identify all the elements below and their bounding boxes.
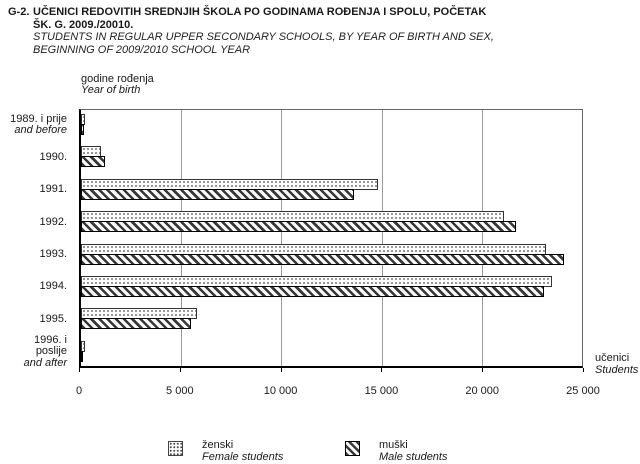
bar-female-1996 [81, 340, 85, 352]
bar-male-1993 [81, 253, 564, 265]
category-label-1996-hr: 1996. i poslije [33, 333, 67, 358]
legend-label-male-en: Male students [379, 450, 448, 463]
title-line-2: ŠK. G. 2009./20010. [33, 18, 134, 31]
category-label-1994: 1994. [0, 271, 73, 303]
bar-group-1995 [81, 308, 582, 330]
subtitle-line-1: STUDENTS IN REGULAR UPPER SECONDARY SCHO… [33, 31, 494, 43]
legend: ženski Female students muški Male studen… [0, 439, 640, 464]
y-axis-title-en: Year of birth [81, 84, 141, 96]
category-label-1994-hr: 1994. [39, 280, 67, 293]
x-tickmark-25000 [583, 368, 584, 372]
x-tickmark-20000 [482, 368, 484, 372]
x-ticklabel-10000: 10 000 [263, 385, 298, 397]
legend-item-male: muški Male students [345, 439, 448, 463]
bar-male-1990 [81, 156, 106, 168]
x-axis-title-hr: učenici [595, 352, 630, 364]
category-label-1989-hr: 1989. i prije [10, 112, 67, 125]
category-label-1996: 1996. i poslije and after [0, 333, 73, 369]
bar-male-1992 [81, 221, 516, 233]
legend-label-female-en: Female students [202, 450, 284, 463]
x-ticklabel-15000: 15 000 [364, 385, 399, 397]
y-axis-category-labels: 1989. i prije and before 1990. 1991. 1992. 19… [0, 109, 73, 368]
category-label-1990-hr: 1990. [39, 150, 67, 163]
category-label-1992-hr: 1992. [39, 215, 67, 228]
bar-group-1991 [81, 178, 582, 201]
category-label-1995-hr: 1995. [39, 312, 67, 325]
figure-title-block: G-2. UČENICI REDOVITIH SREDNJIH ŠKOLA PO… [8, 6, 494, 56]
gridline-20000 [481, 110, 483, 366]
gridline-10000 [281, 110, 283, 366]
bar-male-1995 [81, 318, 192, 330]
category-label-1990: 1990. [0, 141, 73, 173]
legend-label-female-hr: ženski [202, 439, 234, 451]
title-line-1: UČENICI REDOVITIH SREDNJIH ŠKOLA PO GODI… [33, 6, 487, 18]
male-pattern-swatch [345, 441, 360, 456]
bar-group-1994 [81, 275, 582, 298]
bar-group-1992 [81, 211, 582, 233]
figure-number: G-2. [8, 6, 30, 18]
female-pattern-swatch [168, 441, 183, 456]
x-ticklabel-25000: 25 000 [566, 385, 600, 397]
bar-male-1989 [81, 124, 84, 135]
gridline-15000 [381, 110, 383, 366]
x-tickmark-15000 [381, 368, 383, 372]
category-label-1992: 1992. [0, 206, 73, 238]
y-axis-title: godine rođenja Year of birth [81, 74, 154, 96]
category-label-1991: 1991. [0, 174, 73, 206]
x-tickmark-5000 [179, 368, 181, 372]
subtitle-line-2: BEGINNING OF 2009/2010 SCHOOL YEAR [33, 43, 251, 56]
category-label-1993: 1993. [0, 239, 73, 271]
bar-group-1990 [81, 146, 582, 168]
bar-male-1994 [81, 285, 544, 297]
category-label-1993-hr: 1993. [39, 247, 67, 260]
category-label-1989: 1989. i prije and before [0, 109, 73, 141]
bar-male-1991 [81, 188, 354, 200]
legend-item-female: ženski Female students [168, 439, 284, 463]
x-axis-title: učenici Students [595, 352, 639, 376]
legend-label-female: ženski Female students [202, 439, 284, 463]
x-tickmark-0 [79, 368, 80, 372]
x-ticklabel-5000: 5 000 [166, 385, 194, 397]
x-ticklabel-20000: 20 000 [465, 385, 500, 397]
y-axis-title-hr: godine rođenja [81, 73, 154, 85]
legend-label-male: muški Male students [379, 439, 448, 463]
bar-male-1996 [81, 350, 83, 362]
gridline-5000 [181, 110, 183, 366]
x-tickmark-10000 [280, 368, 282, 372]
figure-title-lines: UČENICI REDOVITIH SREDNJIH ŠKOLA PO GODI… [33, 6, 494, 56]
x-ticklabel-0: 0 [75, 385, 83, 397]
category-label-1995: 1995. [0, 303, 73, 335]
plot-area [79, 109, 583, 368]
bar-group-1993 [81, 243, 582, 266]
bar-group-1996 [81, 340, 582, 363]
category-label-1996-en: and after [23, 356, 67, 369]
legend-label-male-hr: muški [379, 439, 408, 451]
category-label-1989-en: and before [14, 124, 67, 137]
bar-group-1989 [81, 114, 582, 136]
category-label-1991-hr: 1991. [39, 183, 67, 196]
x-axis-title-en: Students [595, 363, 639, 376]
